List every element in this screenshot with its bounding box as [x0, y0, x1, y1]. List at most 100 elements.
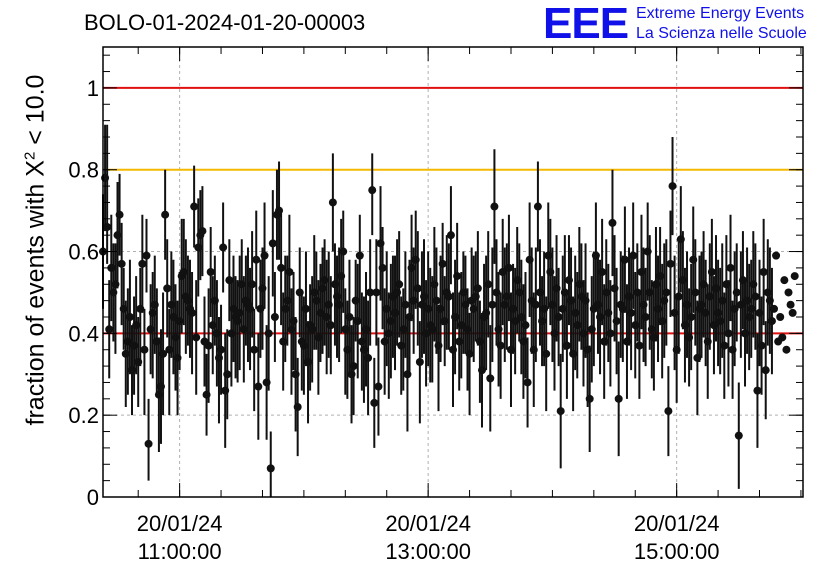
y-tick-label: 0	[87, 485, 99, 510]
data-point	[606, 329, 615, 338]
data-point	[293, 403, 302, 411]
data-point	[345, 313, 354, 321]
data-point	[144, 439, 153, 448]
data-point	[720, 341, 729, 350]
data-point	[707, 268, 716, 276]
data-point	[301, 304, 310, 313]
data-point	[620, 255, 629, 264]
logo-text-line2: La Scienza nelle Scuole	[636, 25, 807, 42]
data-point	[726, 263, 735, 272]
data-point	[614, 394, 623, 403]
data-point	[556, 407, 565, 416]
data-point	[772, 251, 781, 260]
data-point	[759, 268, 768, 276]
data-point	[533, 202, 542, 211]
y-axis-label-symbol: X	[21, 160, 50, 177]
data-point	[368, 186, 377, 195]
data-point	[432, 296, 441, 305]
data-point	[782, 345, 791, 354]
data-point	[662, 288, 671, 297]
data-point	[780, 276, 789, 285]
logo-mark: EEE	[543, 0, 629, 48]
data-point	[598, 268, 607, 276]
data-point	[117, 259, 126, 268]
data-point	[486, 374, 495, 383]
data-point	[666, 259, 675, 268]
y-axis: 0 0.2 0.4 0.6 0.8 1	[68, 54, 803, 510]
data-point	[266, 464, 275, 473]
data-point	[125, 313, 134, 321]
data-point	[260, 251, 269, 260]
data-point	[374, 382, 383, 391]
data-points	[99, 124, 799, 497]
data-point	[198, 227, 207, 236]
data-point	[355, 251, 364, 260]
data-point	[285, 268, 294, 276]
data-point	[790, 272, 799, 281]
data-point	[349, 362, 358, 371]
data-point	[401, 300, 410, 309]
x-tick-date-label: 20/01/24	[634, 511, 720, 536]
data-point	[761, 366, 770, 375]
data-point	[254, 382, 263, 391]
x-tick-date-label: 20/01/24	[137, 511, 223, 536]
data-point	[364, 353, 373, 362]
data-point	[115, 210, 124, 219]
data-point	[664, 407, 673, 416]
data-point	[776, 313, 785, 321]
data-point	[326, 321, 335, 330]
eee-logo: EEE Extreme Energy Events La Scienza nel…	[543, 0, 833, 48]
data-point	[415, 358, 424, 366]
data-point	[252, 255, 261, 264]
data-point	[473, 284, 482, 293]
data-point	[264, 329, 273, 338]
y-tick-label: 0.6	[68, 240, 99, 265]
data-point	[585, 394, 594, 403]
data-point	[268, 239, 277, 248]
data-point	[788, 308, 797, 317]
data-point	[687, 313, 696, 321]
y-tick-label: 0.2	[68, 403, 99, 428]
data-point	[629, 251, 638, 260]
data-point	[757, 341, 766, 350]
data-point	[635, 341, 644, 350]
data-point	[674, 292, 683, 301]
data-point	[784, 288, 793, 297]
data-point	[504, 263, 513, 272]
data-point	[531, 300, 540, 309]
data-point	[142, 251, 151, 260]
y-tick-label: 0.8	[68, 158, 99, 183]
data-point	[161, 210, 170, 219]
data-point	[767, 317, 776, 326]
x-tick-time-label: 11:00:00	[138, 539, 222, 564]
plot-frame	[102, 46, 804, 498]
data-point	[270, 313, 279, 321]
logo-text-line1: Extreme Energy Events	[636, 5, 805, 22]
y-tick-label: 0.4	[68, 321, 99, 346]
data-point	[138, 259, 147, 268]
data-point	[490, 202, 499, 211]
data-point	[770, 304, 779, 313]
data-point	[378, 263, 387, 272]
data-point	[608, 218, 617, 227]
data-point	[488, 300, 497, 309]
data-point	[250, 345, 259, 354]
data-point	[627, 308, 636, 317]
x-tick-date-label: 20/01/24	[385, 511, 471, 536]
data-point	[328, 198, 337, 207]
y-axis-label-suffix: < 10.0	[21, 74, 50, 152]
data-point	[339, 247, 348, 256]
data-point	[140, 345, 149, 354]
data-point	[554, 313, 563, 321]
x-axis: 20/01/24 11:00:00 20/01/24 13:00:00 20/01/24…	[137, 47, 802, 564]
data-point	[734, 431, 743, 440]
x-tick-time-label: 13:00:00	[385, 539, 471, 564]
data-point	[444, 292, 453, 301]
data-point	[206, 268, 215, 276]
data-point	[612, 317, 621, 326]
chart-title: BOLO-01-2024-01-20-00003	[84, 10, 366, 35]
data-point	[724, 329, 733, 338]
data-point	[438, 259, 447, 268]
data-point	[732, 288, 741, 297]
data-point	[786, 300, 795, 309]
